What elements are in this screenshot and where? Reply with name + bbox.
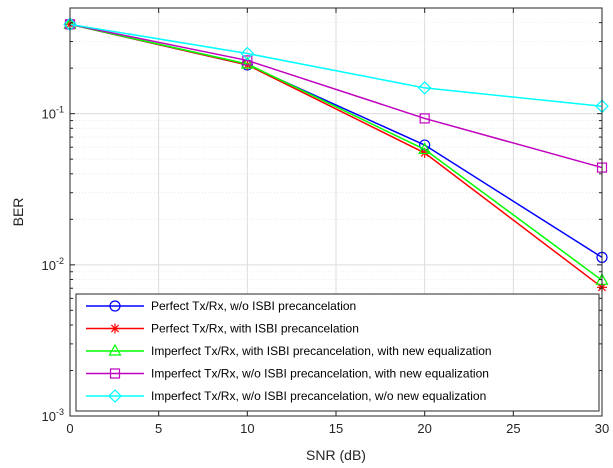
legend-entry: Perfect Tx/Rx, with ISBI precancelation <box>86 322 359 336</box>
legend-label: Imperfect Tx/Rx, with ISBI precancelatio… <box>151 344 492 358</box>
y-tick-label: 10-2 <box>42 256 64 273</box>
legend-label: Imperfect Tx/Rx, w/o ISBI precancelation… <box>151 389 486 403</box>
series-line <box>69 23 603 169</box>
legend-entry: Perfect Tx/Rx, w/o ISBI precancelation <box>86 299 356 313</box>
x-tick-label: 10 <box>240 421 254 436</box>
series-line <box>69 23 603 107</box>
marker-diamond <box>240 46 255 61</box>
marker-triangle <box>418 142 432 155</box>
y-axis-label: BER <box>10 198 26 227</box>
marker-square <box>109 368 121 379</box>
marker-asterisk <box>110 323 120 334</box>
series-line <box>69 23 603 281</box>
marker-square <box>419 113 430 124</box>
marker-diamond <box>417 81 432 95</box>
marker-triangle <box>108 343 122 356</box>
y-tick-label: 10-1 <box>42 105 64 122</box>
legend-entry: Imperfect Tx/Rx, w/o ISBI precancelation… <box>86 389 486 403</box>
x-tick-label: 5 <box>155 421 162 436</box>
x-tick-label: 20 <box>417 421 431 436</box>
x-axis-label: SNR (dB) <box>306 447 366 463</box>
ticks: 0 5 10 15 20 25 30 10-3 10-2 10-1 <box>42 7 609 436</box>
x-tick-label: 0 <box>66 421 73 436</box>
marker-circle <box>109 300 121 312</box>
legend: Perfect Tx/Rx, w/o ISBI precancelation Pe… <box>75 293 600 412</box>
marker-triangle <box>240 56 254 69</box>
x-tick-label: 25 <box>506 421 520 436</box>
x-tick-label: 30 <box>595 421 609 436</box>
legend-entry: Imperfect Tx/Rx, with ISBI precancelatio… <box>86 343 492 358</box>
legend-label: Perfect Tx/Rx, w/o ISBI precancelation <box>151 299 356 313</box>
legend-label: Imperfect Tx/Rx, w/o ISBI precancelation… <box>151 367 489 381</box>
legend-box <box>75 293 600 412</box>
y-tick-label: 10-3 <box>42 407 64 424</box>
legend-entry: Imperfect Tx/Rx, w/o ISBI precancelation… <box>86 367 489 381</box>
marker-square <box>242 55 253 66</box>
marker-diamond <box>108 389 122 403</box>
legend-label: Perfect Tx/Rx, with ISBI precancelation <box>151 322 359 336</box>
x-tick-label: 15 <box>329 421 343 436</box>
